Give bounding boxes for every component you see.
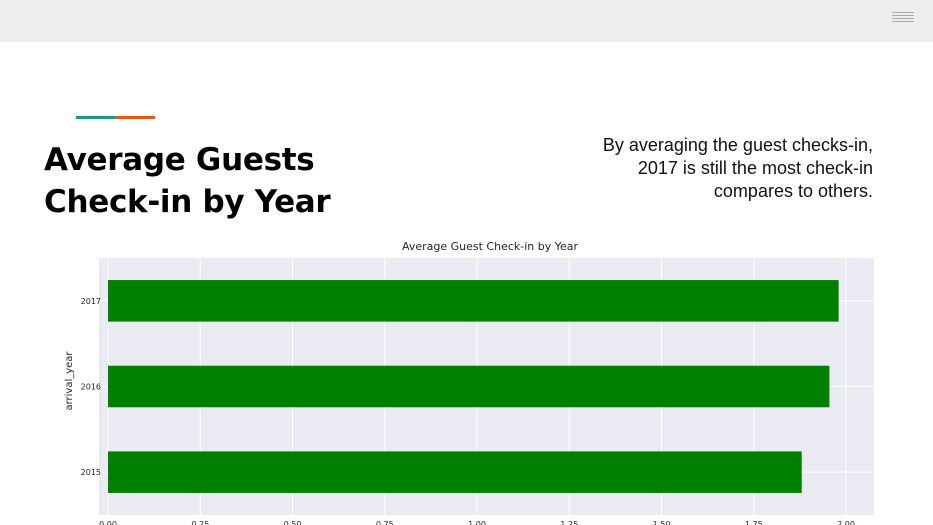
bar-chart: Average Guest Check-in by Year 0.00 0.25 0… xyxy=(64,240,874,525)
y-axis-label: arrival_year xyxy=(64,351,75,411)
x-tick-label: 1.00 xyxy=(468,520,486,525)
y-tick-label: 2017 xyxy=(81,297,101,306)
bar-2016 xyxy=(108,365,830,408)
x-tick-label: 0.25 xyxy=(191,520,209,525)
top-bar xyxy=(0,0,933,42)
bar-2015 xyxy=(108,451,802,493)
x-tick-label: 0.00 xyxy=(99,520,117,525)
slide-description: By averaging the guest checks-in, 2017 i… xyxy=(602,135,873,201)
y-tick-label: 2016 xyxy=(81,383,101,392)
x-tick-label: 0.50 xyxy=(284,520,302,525)
slide-title: Average Guests Check-in by Year xyxy=(44,139,384,223)
bar-2017 xyxy=(108,280,839,322)
slide-title-line-2: Check-in by Year xyxy=(44,184,331,220)
x-tick-label: 0.75 xyxy=(376,520,394,525)
x-tick-label: 1.25 xyxy=(560,520,578,525)
x-tick-label: 1.75 xyxy=(745,520,763,525)
accent-bar-orange xyxy=(116,116,155,119)
x-tick-label: 2.00 xyxy=(837,520,855,525)
x-tick-label: 1.50 xyxy=(653,520,671,525)
accent-bar-teal xyxy=(76,116,116,119)
y-tick-label: 2015 xyxy=(81,468,101,477)
hamburger-menu-icon[interactable] xyxy=(892,12,914,22)
chart-title: Average Guest Check-in by Year xyxy=(402,240,579,253)
slide-title-line-1: Average Guests xyxy=(44,142,315,178)
